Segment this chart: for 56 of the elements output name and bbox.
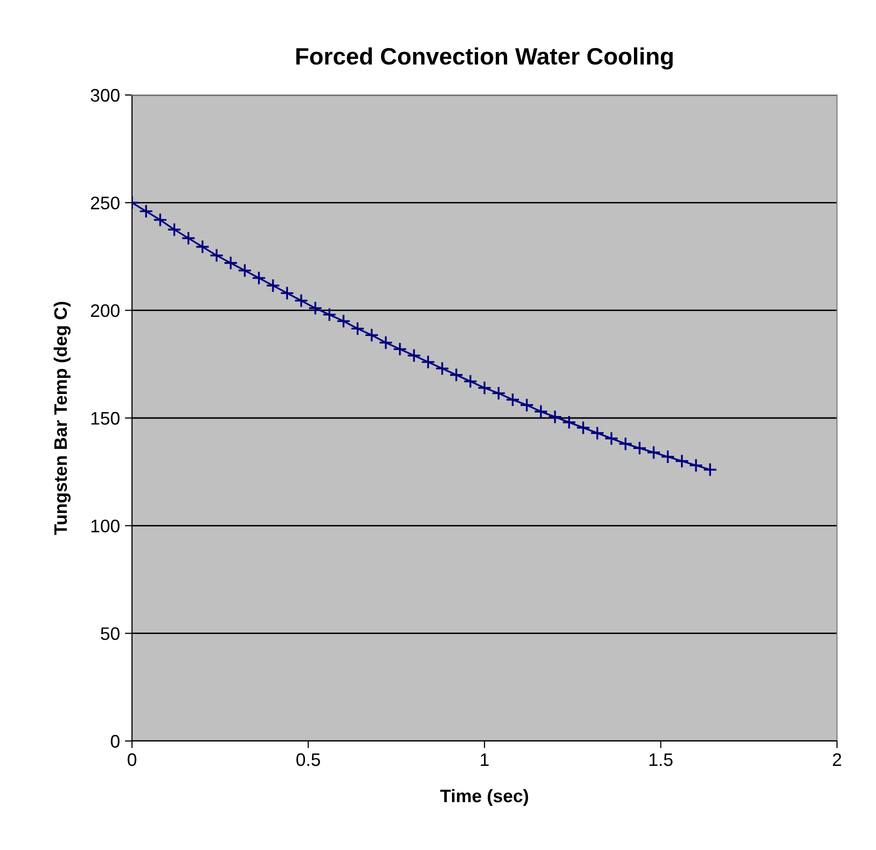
x-tick-label: 0 [128,753,136,766]
point [238,263,252,278]
point [506,392,520,407]
point [224,256,238,270]
point [195,240,210,254]
point [209,248,224,263]
y-tick-label: 250 [90,196,120,210]
point [392,342,408,356]
point [674,454,690,468]
y-tick-label: 50 [100,627,120,640]
x-tick-label: 2 [832,753,842,766]
point [562,415,576,430]
point [576,420,590,435]
point [435,361,450,376]
x-tick-label: 1.5 [650,753,673,766]
y-tick-label: 100 [91,520,120,532]
point [167,222,182,237]
point [463,374,478,389]
point [280,286,294,300]
point [350,321,365,336]
point [336,314,351,328]
point [548,410,562,424]
point [252,270,266,286]
point [308,301,322,316]
point [702,462,718,477]
point [294,293,308,308]
point [181,231,196,246]
point [632,440,647,456]
point [322,307,337,322]
chart-title: Forced Convection Water Cooling [296,47,673,70]
point [491,386,506,400]
point [138,204,154,218]
point [590,426,604,440]
point [520,398,534,412]
point [477,380,492,396]
point [378,335,393,350]
x-tick-label: 1 [480,753,489,766]
y-tick-label: 150 [91,412,120,425]
x-tick-label: 0.5 [296,753,320,766]
point [406,348,422,363]
point [266,278,280,293]
point [534,404,548,419]
y-tick-label: 0 [110,734,120,748]
y-axis-title: Tungsten Bar Temp (deg C) [54,302,71,535]
point [364,328,379,342]
point [449,368,464,382]
point [153,212,168,228]
point [618,436,633,451]
point [660,450,675,464]
point [604,431,619,446]
y-tick-label: 200 [90,304,120,318]
point [688,458,704,473]
y-tick-label: 300 [90,88,120,102]
point [420,354,436,370]
point [646,445,661,460]
x-axis-title: Time (sec) [440,789,528,806]
